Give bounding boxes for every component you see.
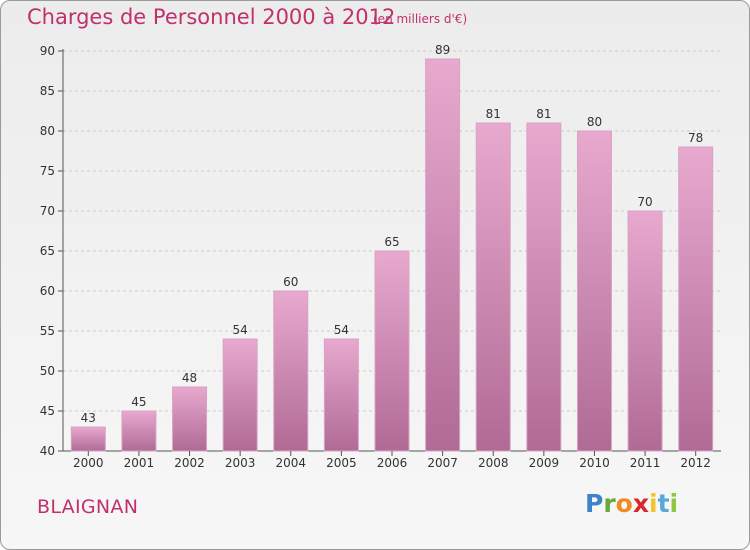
chart-subtitle: (en milliers d'€)	[373, 12, 468, 26]
bar-value-label: 48	[182, 371, 197, 385]
x-tick-label: 2002	[174, 456, 205, 470]
bar-value-label: 80	[587, 115, 602, 129]
bar-2001	[121, 410, 157, 452]
bar-value-label: 54	[334, 323, 349, 337]
x-tick-label: 2000	[73, 456, 104, 470]
x-tick-label: 2008	[478, 456, 509, 470]
y-tick-label: 45	[40, 404, 55, 418]
x-tick-label: 2006	[377, 456, 408, 470]
y-tick-label: 75	[40, 164, 55, 178]
bar-2006	[374, 250, 410, 452]
bar-value-label: 78	[688, 131, 703, 145]
x-tick-label: 2003	[225, 456, 256, 470]
y-tick-label: 90	[40, 44, 55, 58]
bar-value-label: 65	[384, 235, 399, 249]
y-tick-label: 85	[40, 84, 55, 98]
proxiti-logo: Proxiti	[585, 489, 679, 518]
x-tick-label: 2004	[275, 456, 306, 470]
x-tick-label: 2009	[529, 456, 560, 470]
x-tick-label: 2012	[680, 456, 711, 470]
x-tick-label: 2011	[630, 456, 661, 470]
bar-2011	[627, 210, 663, 452]
bar-value-label: 81	[486, 107, 501, 121]
x-tick-label: 2005	[326, 456, 357, 470]
bar-value-label: 60	[283, 275, 298, 289]
bar-2000	[70, 426, 106, 452]
bar-2009	[526, 122, 562, 452]
bar-2012	[678, 146, 714, 452]
y-tick-label: 80	[40, 124, 55, 138]
bar-value-label: 70	[637, 195, 652, 209]
y-tick-label: 55	[40, 324, 55, 338]
commune-name: BLAIGNAN	[37, 496, 139, 518]
y-tick-label: 40	[40, 444, 55, 458]
bar-2004	[273, 290, 309, 452]
x-tick-label: 2010	[579, 456, 610, 470]
bar-2003	[222, 338, 258, 452]
x-tick-label: 2001	[124, 456, 155, 470]
bar-value-label: 45	[131, 395, 146, 409]
y-tick-label: 60	[40, 284, 55, 298]
y-tick-label: 50	[40, 364, 55, 378]
x-tick-label: 2007	[427, 456, 458, 470]
bar-value-label: 81	[536, 107, 551, 121]
chart-title: Charges de Personnel 2000 à 2012	[27, 5, 396, 29]
bar-2008	[475, 122, 511, 452]
bar-value-label: 54	[233, 323, 248, 337]
bar-value-label: 89	[435, 43, 450, 57]
bar-value-label: 43	[81, 411, 96, 425]
bar-2007	[425, 58, 461, 452]
y-tick-label: 65	[40, 244, 55, 258]
bar-2005	[323, 338, 359, 452]
bar-2010	[576, 130, 612, 452]
bar-2002	[172, 386, 208, 452]
y-tick-label: 70	[40, 204, 55, 218]
